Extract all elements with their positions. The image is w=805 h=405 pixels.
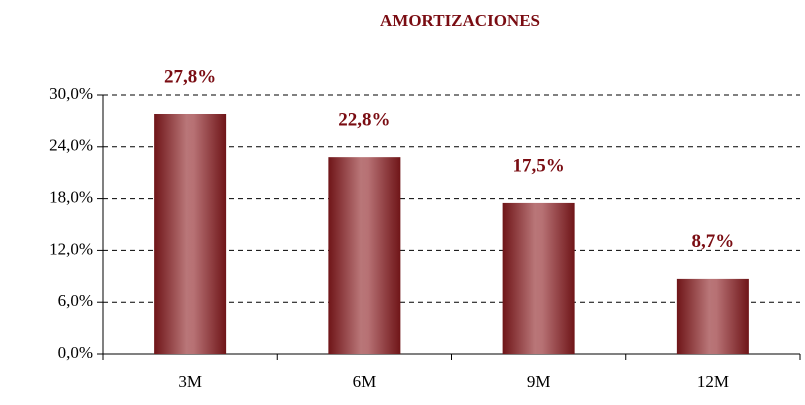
value-label: 8,7% [692, 231, 735, 252]
bar [154, 113, 227, 354]
y-tick-label: 24,0% [49, 136, 93, 155]
bar [676, 278, 749, 354]
y-tick-label: 0,0% [58, 343, 93, 362]
x-tick-label: 6M [353, 372, 377, 391]
y-tick-label: 30,0% [49, 84, 93, 103]
x-tick-label: 12M [697, 372, 729, 391]
x-tick-label: 9M [527, 372, 551, 391]
x-tick-label: 3M [178, 372, 202, 391]
value-label: 22,8% [338, 110, 390, 131]
value-label: 17,5% [513, 155, 565, 176]
value-label: 27,8% [164, 66, 216, 87]
chart-title: AMORTIZACIONES [380, 11, 540, 30]
bar [502, 202, 575, 354]
y-tick-label: 6,0% [58, 291, 93, 310]
bar [328, 157, 401, 354]
y-tick-label: 18,0% [49, 188, 93, 207]
y-tick-label: 12,0% [49, 239, 93, 258]
